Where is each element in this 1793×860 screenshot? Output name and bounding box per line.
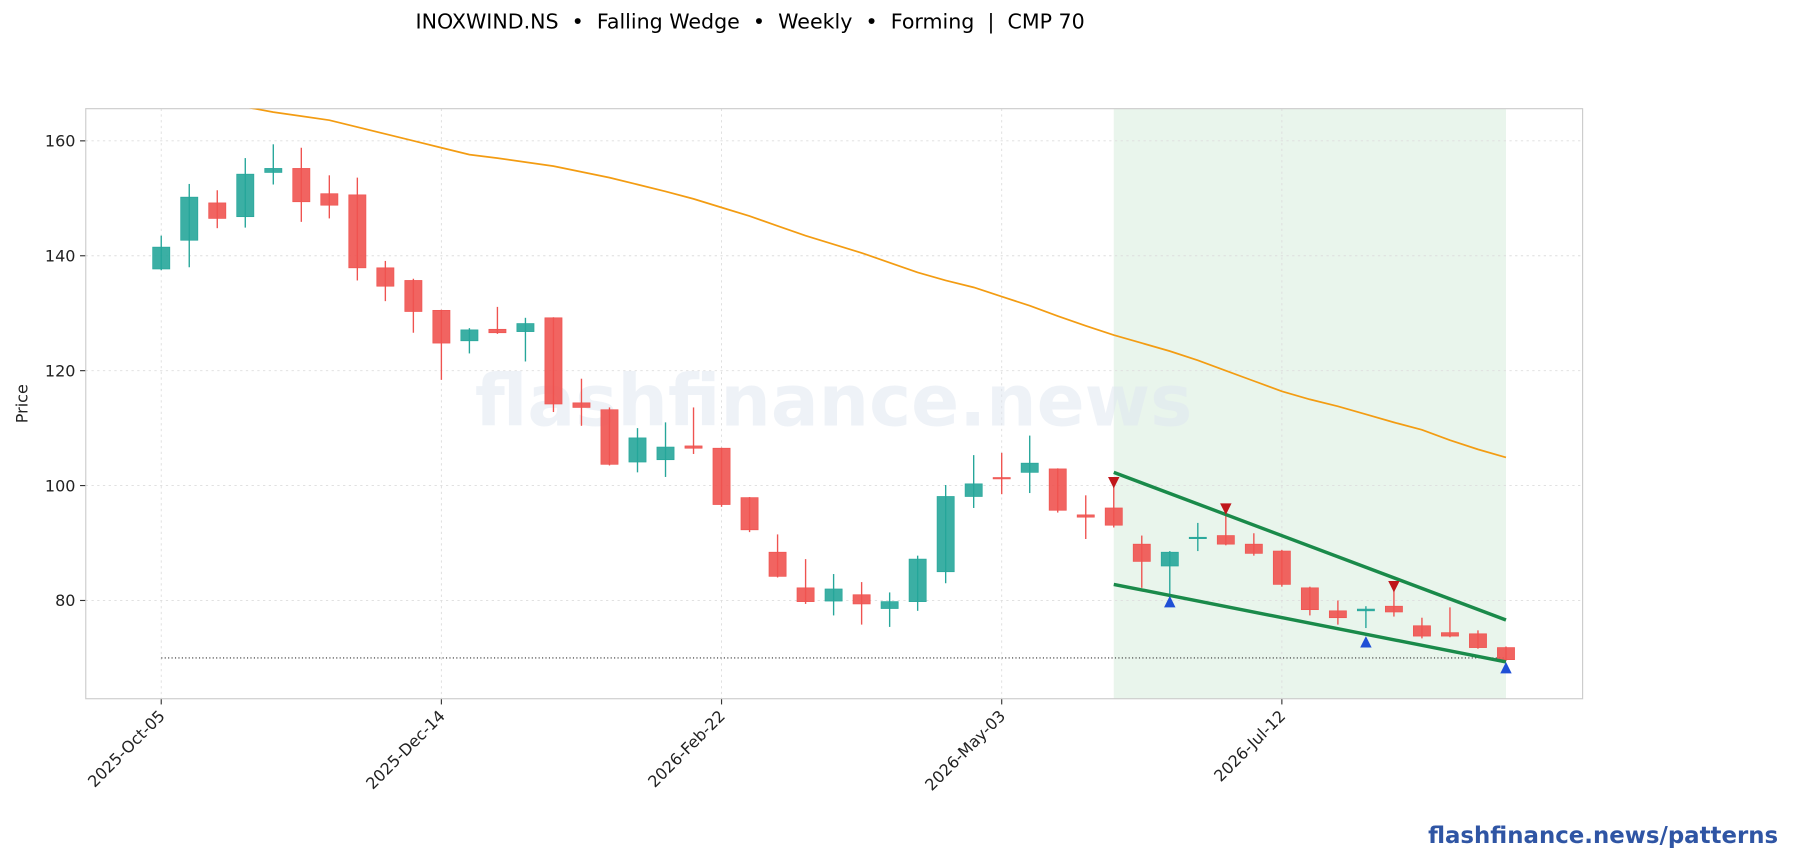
candle-body — [1385, 605, 1403, 613]
y-tick-label: 80 — [55, 591, 75, 610]
x-tick-label: 2025-Oct-05 — [84, 706, 169, 791]
plot-frame — [85, 108, 1584, 700]
candle-body — [712, 447, 731, 505]
candle-body — [460, 329, 479, 342]
candle-body — [768, 551, 787, 577]
trough-marker — [1164, 595, 1176, 608]
y-axis-label: Price — [12, 384, 31, 423]
candle-body — [1469, 633, 1487, 648]
candle-body — [1272, 550, 1291, 585]
y-tick-label: 160 — [45, 132, 76, 151]
watermark: flashfinance.news — [475, 359, 1192, 442]
candle-body — [572, 402, 591, 408]
peak-marker — [1108, 476, 1120, 489]
candle-body — [1413, 625, 1431, 637]
candle-body — [488, 328, 507, 334]
candle-body — [628, 437, 647, 463]
y-tick-label: 140 — [45, 246, 76, 265]
candle-body — [1328, 610, 1347, 619]
x-tick-label: 2025-Dec-14 — [362, 706, 449, 793]
candle-body — [740, 497, 759, 531]
candle-body — [1441, 632, 1459, 637]
candle-body — [1048, 468, 1067, 511]
peak-marker — [1220, 503, 1232, 515]
candle-body — [1104, 507, 1123, 526]
y-tick-label: 120 — [45, 361, 76, 380]
candle-body — [320, 193, 339, 206]
candle-body — [1300, 587, 1319, 611]
candle-body — [152, 246, 171, 270]
candle-body — [432, 309, 451, 344]
candle-body — [292, 168, 311, 203]
candle-body — [936, 496, 955, 573]
candle-body — [684, 445, 703, 449]
candle-body — [908, 558, 927, 602]
candle-body — [796, 587, 815, 602]
peak-marker — [1388, 580, 1400, 593]
candle-body — [852, 594, 871, 605]
candle-body — [824, 588, 843, 602]
candle-body — [992, 477, 1011, 480]
candle-body — [1497, 647, 1515, 660]
trough-marker — [1360, 636, 1372, 648]
candle-body — [964, 483, 983, 497]
chart-title: INOXWIND.NS • Falling Wedge • Weekly • F… — [416, 10, 1085, 35]
candle-body — [236, 173, 255, 218]
footer: flashfinance.news/patterns — [1428, 823, 1778, 849]
plot-area — [152, 108, 1515, 674]
trough-marker — [1500, 661, 1512, 674]
candle-body — [1020, 462, 1039, 473]
candle-body — [600, 409, 619, 465]
candle-body — [264, 168, 283, 173]
candle-body — [348, 194, 367, 269]
candle-body — [1076, 514, 1095, 518]
candle-body — [404, 280, 423, 312]
candle-body — [1244, 543, 1263, 554]
candle-body — [1188, 536, 1207, 539]
candle-body — [1160, 551, 1179, 567]
trendline — [1113, 470, 1507, 622]
candle-body — [516, 323, 535, 332]
ma-line — [249, 108, 1507, 459]
candle-body — [1356, 608, 1375, 612]
x-tick-label: 2026-Jul-12 — [1210, 706, 1289, 785]
candle-body — [180, 196, 199, 241]
y-tick-label: 100 — [45, 476, 76, 495]
candle-body — [376, 267, 395, 287]
trendline — [1113, 582, 1507, 664]
candle-body — [656, 446, 675, 461]
candle-body — [880, 601, 899, 609]
candle-body — [1216, 535, 1235, 545]
candle-body — [1132, 543, 1151, 562]
candle-body — [544, 317, 563, 405]
candle-body — [208, 202, 227, 219]
x-tick-label: 2026-May-03 — [921, 706, 1009, 794]
x-tick-label: 2026-Feb-22 — [644, 706, 729, 791]
